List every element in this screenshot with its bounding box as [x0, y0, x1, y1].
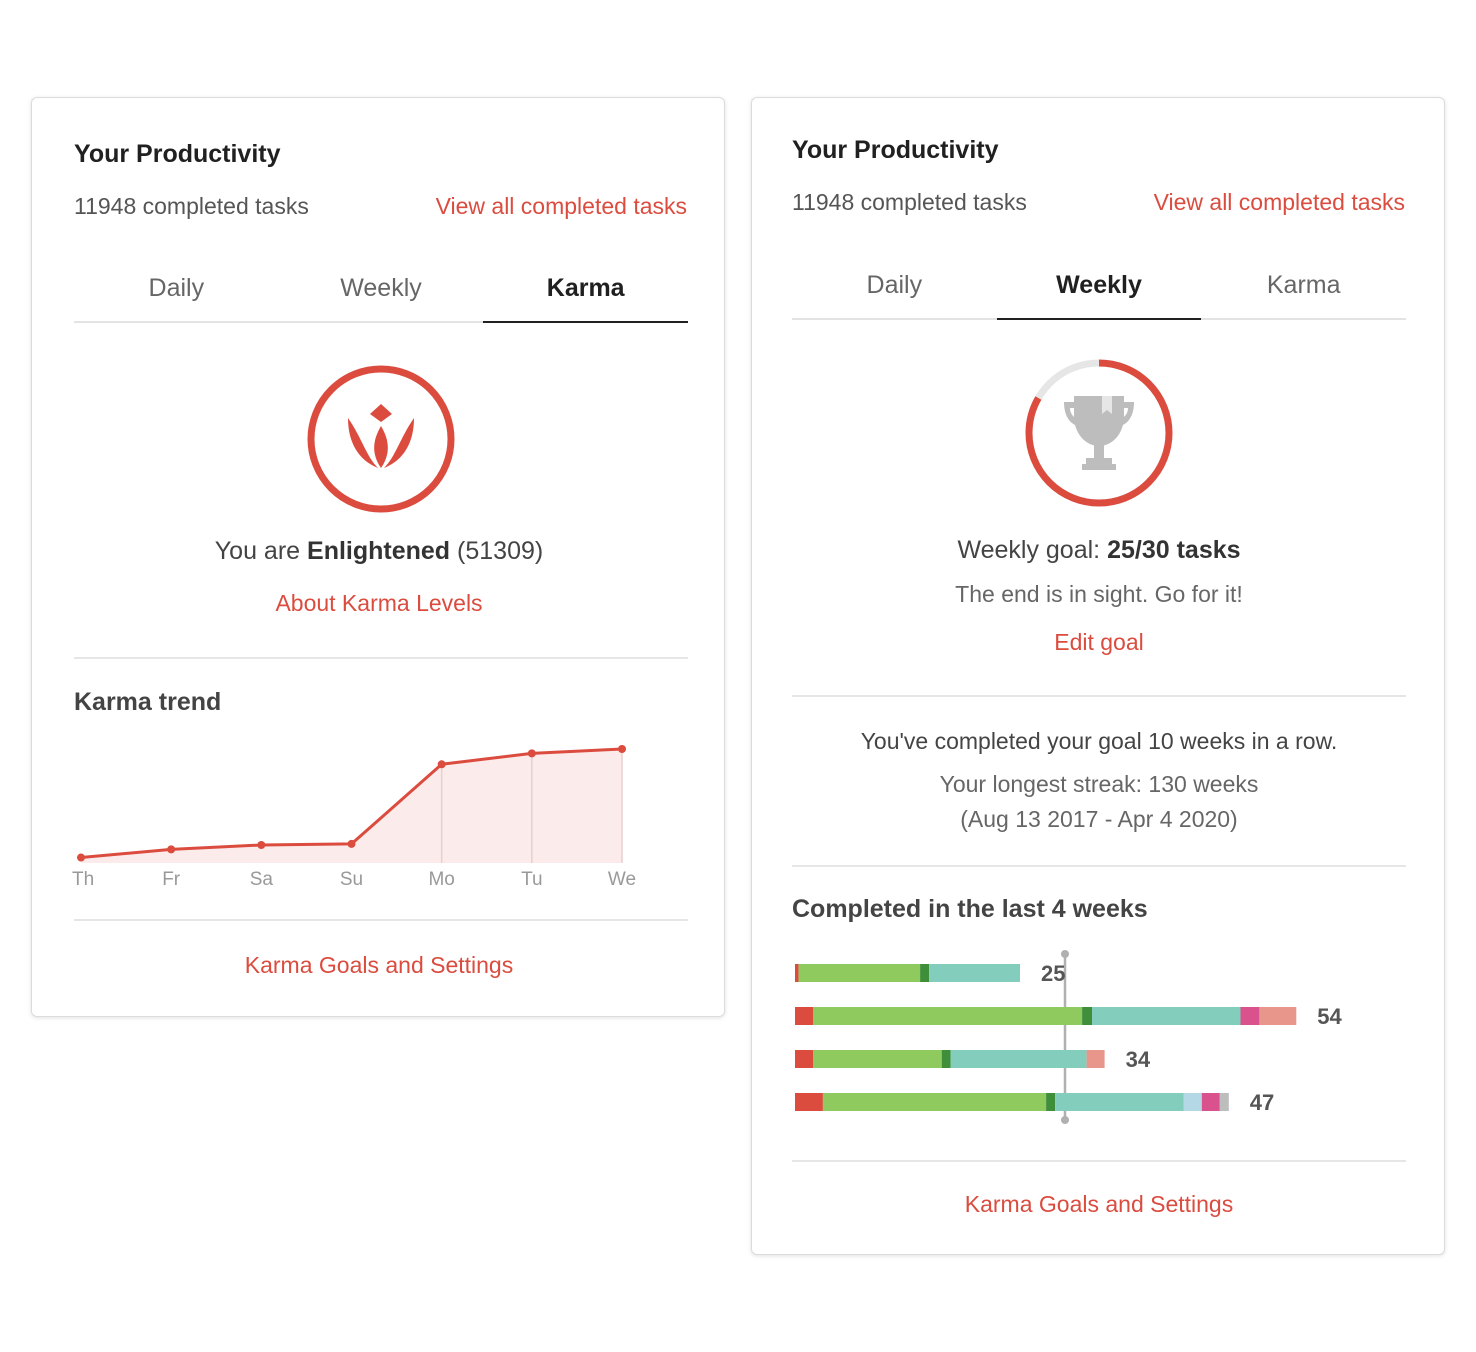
completed-count: 11948 completed tasks [792, 189, 1027, 215]
week-bar-segment [1092, 1007, 1241, 1025]
trend-x-tick-label: Su [340, 869, 363, 890]
week-bar-segment [929, 964, 1020, 982]
tab-daily[interactable]: Daily [148, 274, 205, 302]
karma-ring [307, 365, 455, 513]
karma-status: You are Enlightened (51309) [32, 537, 726, 566]
week-bar-segment [1055, 1093, 1184, 1111]
week-bar-segment [1086, 1050, 1105, 1068]
week-bar-segment [795, 1050, 813, 1068]
trend-point [257, 841, 266, 849]
trophy-icon [1064, 396, 1134, 470]
card-title: Your Productivity [74, 140, 281, 168]
weeks-chart-title: Completed in the last 4 weeks [792, 895, 1148, 923]
week-total-label: 34 [1126, 1047, 1151, 1072]
week-bar-segment [795, 1007, 813, 1025]
tab-weekly[interactable]: Weekly [340, 274, 422, 302]
week-bar-segment [1183, 1093, 1202, 1111]
trend-point [618, 745, 626, 753]
week-bar-segment [920, 964, 930, 982]
week-bar-segment [1201, 1093, 1220, 1111]
karma-goals-settings-link[interactable]: Karma Goals and Settings [964, 1191, 1234, 1217]
week-bar-segment [1219, 1093, 1229, 1111]
trend-point [347, 839, 356, 848]
tab-bar: Daily Weekly Karma [792, 271, 1406, 320]
trend-point [77, 853, 85, 862]
trend-point [527, 749, 536, 758]
tab-bar: Daily Weekly Karma [74, 274, 688, 323]
divider [792, 865, 1406, 867]
karma-status-prefix: You are [214, 537, 301, 565]
weekly-goal-label: Weekly goal: [957, 536, 1101, 564]
goal-marker-cap [1061, 950, 1069, 958]
trend-x-tick-label: Th [72, 869, 94, 890]
card-title: Your Productivity [792, 136, 999, 164]
karma-points: (51309) [457, 537, 544, 565]
about-karma-levels-link[interactable]: About Karma Levels [275, 590, 483, 616]
karma-trend-chart: Th Fr Sa Su Mo Tu We [72, 745, 636, 890]
week-total-label: 25 [1041, 961, 1065, 986]
karma-level: Enlightened [307, 537, 451, 565]
week-bar-segment [822, 1093, 1047, 1111]
view-all-completed-link[interactable]: View all completed tasks [1153, 189, 1405, 215]
trend-point [437, 760, 446, 769]
trend-x-tick-label: Fr [162, 869, 181, 890]
trend-point [167, 845, 176, 854]
week-bar-segment [1046, 1093, 1056, 1111]
week-bar-segment [1259, 1007, 1297, 1025]
week-bar-segment [813, 1007, 1083, 1025]
week-bar-segment [1240, 1007, 1260, 1025]
week-bar-segment [813, 1050, 942, 1068]
divider [74, 657, 688, 659]
week-bar-segment [1082, 1007, 1092, 1025]
productivity-card-karma: Your Productivity 11948 completed tasks … [31, 97, 725, 1017]
week-bar-segment [950, 1050, 1087, 1068]
divider [792, 1160, 1406, 1162]
week-bar-segment [798, 964, 921, 982]
karma-flower-icon [348, 404, 414, 468]
goal-marker-cap [1061, 1116, 1069, 1124]
week-total-label: 54 [1317, 1004, 1342, 1029]
week-bar-segment [795, 1093, 823, 1111]
streak-range: (Aug 13 2017 - Apr 4 2020) [960, 806, 1238, 832]
karma-trend-title: Karma trend [74, 688, 222, 716]
trend-x-tick-label: Mo [428, 869, 454, 890]
weekly-goal-badge [1025, 359, 1173, 507]
longest-streak: Your longest streak: 130 weeks [939, 771, 1259, 797]
tab-weekly[interactable]: Weekly [996, 271, 1202, 320]
weekly-completed-chart: 25 54 34 47 [795, 950, 1343, 1124]
trend-x-tick-label: We [608, 869, 636, 890]
streak-text: You've completed your goal 10 weeks in a… [860, 728, 1338, 754]
weekly-goal-value: 25/30 tasks [1107, 536, 1241, 564]
trend-x-tick-label: Sa [250, 869, 274, 890]
view-all-completed-link[interactable]: View all completed tasks [435, 193, 687, 219]
trend-area [81, 749, 622, 863]
tab-daily[interactable]: Daily [866, 271, 923, 299]
week-bar-segment [795, 964, 799, 982]
goal-ring-progress [1025, 359, 1173, 507]
week-bar-segment [941, 1050, 951, 1068]
karma-goals-settings-link[interactable]: Karma Goals and Settings [244, 952, 514, 978]
goal-encouragement: The end is in sight. Go for it! [955, 581, 1243, 607]
week-total-label: 47 [1250, 1090, 1274, 1115]
divider [74, 919, 688, 921]
trend-x-tick-label: Tu [521, 869, 542, 890]
edit-goal-link[interactable]: Edit goal [1054, 629, 1144, 655]
weekly-goal: Weekly goal: 25/30 tasks [752, 536, 1446, 565]
completed-count: 11948 completed tasks [74, 193, 309, 219]
karma-level-badge [307, 365, 455, 513]
tab-karma[interactable]: Karma [483, 274, 688, 323]
tab-karma[interactable]: Karma [1266, 271, 1341, 299]
divider [792, 695, 1406, 697]
productivity-card-weekly: Your Productivity 11948 completed tasks … [751, 97, 1445, 1255]
